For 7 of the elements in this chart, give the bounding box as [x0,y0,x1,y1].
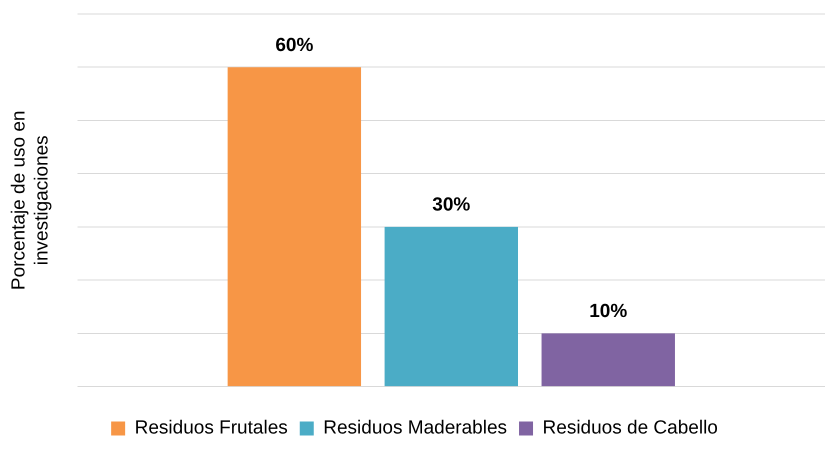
y-axis-title: Porcentaje de uso en investigaciones [8,110,52,290]
data-label: 60% [275,34,314,56]
legend-label: Residuos Frutales [134,418,288,439]
legend-label: Residuos de Cabello [542,418,718,439]
legend-label: Residuos Maderables [323,418,508,439]
data-label: 10% [589,301,628,322]
data-label: 30% [432,194,470,216]
